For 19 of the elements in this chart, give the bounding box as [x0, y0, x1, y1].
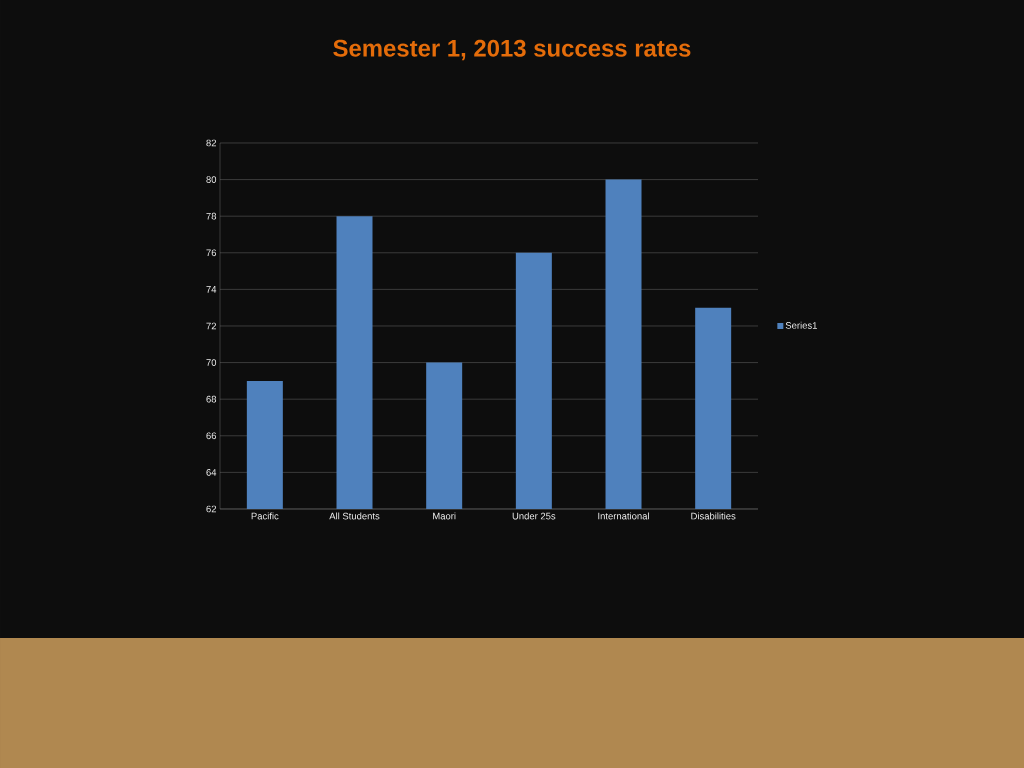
y-tick-label: 70: [206, 359, 217, 366]
y-tick-label: 68: [206, 395, 217, 403]
y-tick-label: 76: [206, 249, 217, 257]
x-tick-label: Maori: [433, 512, 456, 520]
y-tick-label: 72: [206, 322, 217, 330]
y-tick-label: 64: [206, 469, 217, 476]
y-tick-label: 66: [206, 432, 217, 440]
x-tick-label: Pacific: [251, 512, 279, 520]
y-tick-label: 74: [206, 286, 217, 293]
y-tick-label: 80: [206, 176, 217, 183]
x-tick-label: All Students: [329, 512, 380, 520]
chart-title: Semester 1, 2013 success rates: [333, 39, 691, 61]
y-tick-label: 78: [206, 212, 217, 220]
x-tick-label: International: [598, 512, 649, 520]
x-tick-label: Disabilities: [691, 512, 736, 520]
y-tick-label: 82: [206, 139, 217, 147]
y-tick-label: 62: [206, 505, 217, 513]
x-tick-label: Under 25s: [512, 512, 556, 520]
legend-label: Series1: [785, 321, 817, 329]
